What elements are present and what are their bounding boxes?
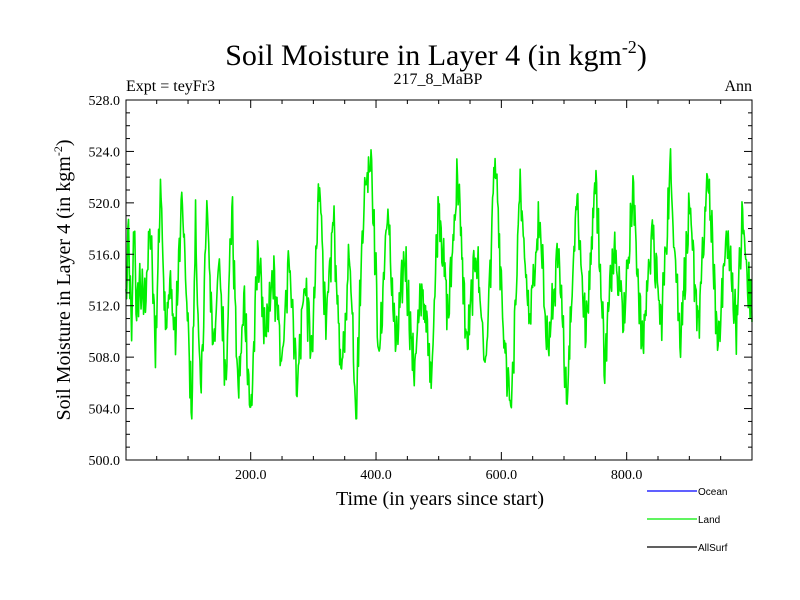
y-axis-label: Soil Moisture in Layer 4 (in kgm-2) (51, 139, 75, 420)
subtitle-left: Expt = teyFr3 (126, 78, 215, 95)
legend-label-ocean: Ocean (698, 487, 727, 498)
y-tick-label: 512.0 (89, 300, 121, 315)
legend-label-land: Land (698, 515, 720, 526)
x-axis-label: Time (in years since start) (336, 488, 544, 510)
y-axis-label-close: ) (53, 139, 75, 146)
y-tick-label: 504.0 (89, 403, 121, 418)
x-tick-label: 600.0 (486, 468, 518, 483)
y-tick-label: 524.0 (89, 145, 121, 160)
y-tick-label: 520.0 (89, 197, 121, 212)
plot-layer (125, 148, 753, 420)
subtitle-right: Ann (724, 78, 752, 95)
chart-title: Soil Moisture in Layer 4 (in kgm-2) (225, 37, 647, 72)
y-tick-label: 500.0 (89, 454, 121, 469)
y-tick-label: 516.0 (89, 248, 121, 263)
y-tick-label: 528.0 (89, 94, 121, 109)
chart-title-close: ) (637, 39, 647, 72)
y-tick-label: 508.0 (89, 351, 121, 366)
x-tick-label: 800.0 (611, 468, 643, 483)
subtitle-center: 217_8_MaBP (394, 71, 483, 88)
legend-label-allsurf: AllSurf (698, 543, 728, 554)
y-axis-label-sup: -2 (51, 146, 65, 156)
chart-title-text: Soil Moisture in Layer 4 (in kgm (225, 39, 622, 72)
x-tick-label: 400.0 (360, 468, 392, 483)
chart-title-sup: -2 (622, 37, 637, 57)
tick-layer: 500.0 504.0 508.0 512.0 516.0 520.0 524.0 528.0… (89, 94, 752, 483)
legend: Ocean Land AllSurf (647, 487, 728, 554)
series-line-land (125, 148, 753, 420)
y-axis-label-text: Soil Moisture in Layer 4 (in kgm (53, 156, 75, 421)
x-tick-label: 200.0 (235, 468, 267, 483)
